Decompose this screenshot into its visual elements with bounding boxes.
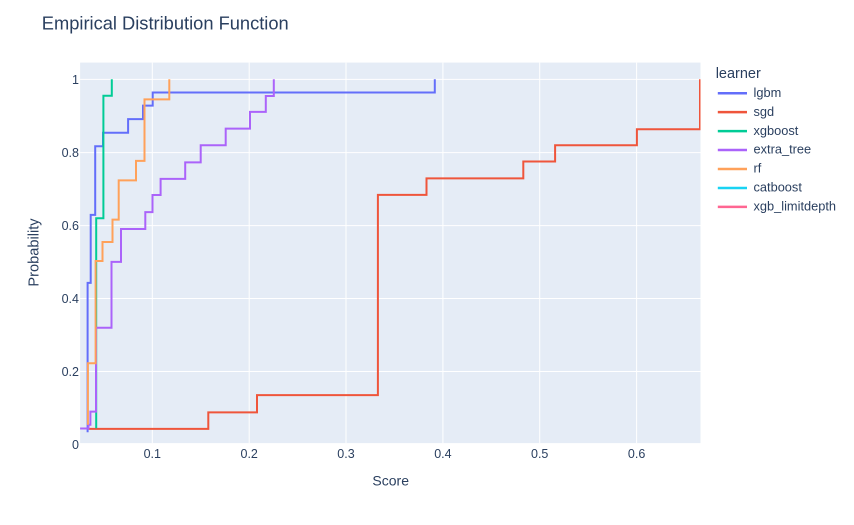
svg-text:lgbm: lgbm — [754, 85, 782, 100]
svg-text:0.4: 0.4 — [62, 292, 79, 306]
svg-text:learner: learner — [716, 66, 761, 82]
svg-text:xgb_limitdepth: xgb_limitdepth — [754, 198, 837, 213]
svg-text:sgd: sgd — [754, 104, 775, 119]
svg-text:0.6: 0.6 — [62, 219, 79, 233]
svg-text:0.2: 0.2 — [241, 447, 258, 461]
svg-text:0.3: 0.3 — [337, 447, 354, 461]
svg-text:0.8: 0.8 — [62, 146, 79, 160]
svg-text:catboost: catboost — [754, 180, 803, 195]
svg-text:Score: Score — [372, 473, 409, 489]
svg-text:0.4: 0.4 — [434, 447, 451, 461]
svg-text:xgboost: xgboost — [754, 123, 799, 138]
svg-text:0.1: 0.1 — [144, 447, 161, 461]
svg-text:1: 1 — [72, 73, 79, 87]
svg-text:rf: rf — [754, 161, 762, 176]
svg-text:0: 0 — [72, 438, 79, 452]
svg-text:Empirical Distribution Functio: Empirical Distribution Function — [42, 13, 289, 34]
svg-text:extra_tree: extra_tree — [754, 142, 812, 157]
svg-text:0.6: 0.6 — [628, 447, 645, 461]
svg-text:0.2: 0.2 — [62, 365, 79, 379]
svg-text:Probability: Probability — [26, 218, 42, 287]
svg-text:0.5: 0.5 — [531, 447, 548, 461]
